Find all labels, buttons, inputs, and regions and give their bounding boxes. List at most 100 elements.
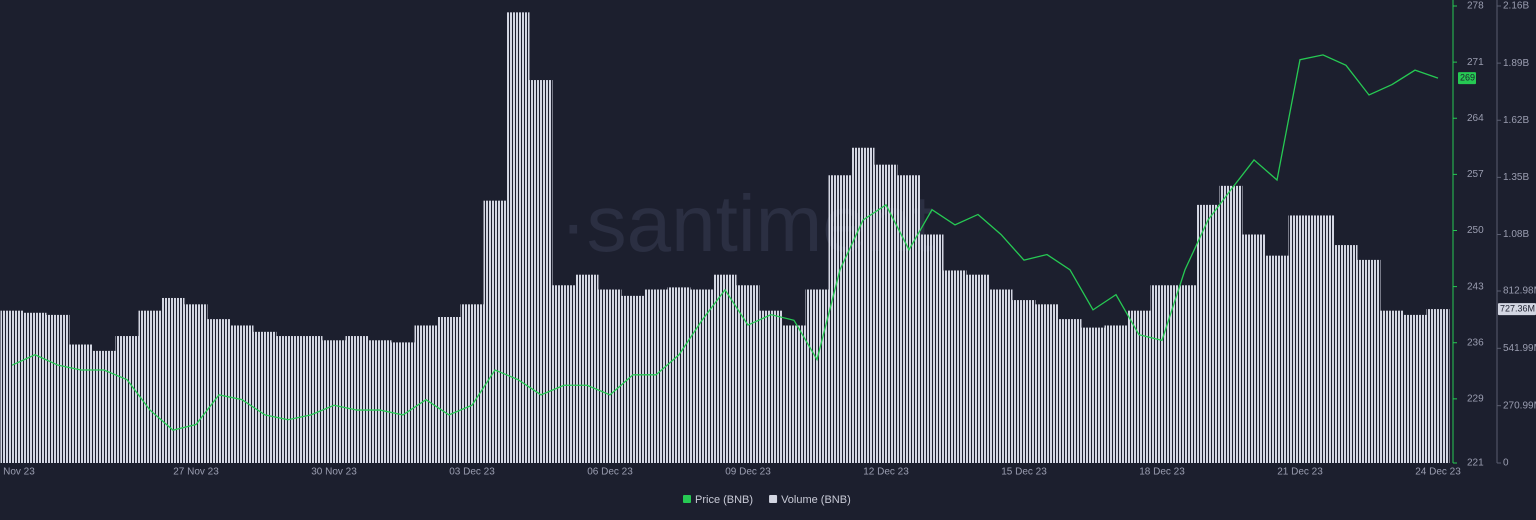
volume-bar bbox=[874, 164, 898, 464]
volume-bar bbox=[1288, 215, 1312, 463]
volume-bar bbox=[920, 234, 944, 463]
volume-bar bbox=[69, 344, 93, 463]
price-line bbox=[11, 54, 1439, 431]
x-tick-label: 21 Dec 23 bbox=[1277, 467, 1323, 478]
volume-bar bbox=[690, 289, 714, 463]
volume-bar bbox=[966, 274, 990, 463]
volume-bar bbox=[0, 310, 24, 463]
volume-bar bbox=[391, 342, 415, 463]
volume-bar bbox=[1219, 185, 1243, 464]
volume-bar bbox=[506, 12, 530, 463]
x-tick-label: 27 Nov 23 bbox=[173, 467, 219, 478]
volume-bar bbox=[138, 310, 162, 463]
volume-bar bbox=[575, 274, 599, 463]
x-tick-label: 06 Dec 23 bbox=[587, 467, 633, 478]
legend-label[interactable]: Volume (BNB) bbox=[781, 494, 851, 506]
volume-bar bbox=[1173, 285, 1197, 463]
volume-bar bbox=[1035, 304, 1059, 463]
volume-bar bbox=[598, 289, 622, 463]
x-tick-label: 24 Dec 23 bbox=[1415, 467, 1461, 478]
volume-bar bbox=[1196, 204, 1220, 463]
volume-bar bbox=[1150, 285, 1174, 463]
volume-bar bbox=[552, 285, 576, 463]
volume-bar bbox=[713, 274, 737, 463]
volume-bar bbox=[667, 287, 691, 463]
x-tick-label: 09 Dec 23 bbox=[725, 467, 771, 478]
y-tick-label: 257 bbox=[1467, 169, 1484, 180]
y2-tick-label: 0 bbox=[1503, 458, 1509, 469]
legend-label[interactable]: Price (BNB) bbox=[695, 494, 753, 506]
volume-bar bbox=[1357, 259, 1381, 463]
y2-tick-label: 1.35B bbox=[1503, 172, 1529, 183]
y-tick-label: 243 bbox=[1467, 281, 1484, 292]
volume-bar bbox=[1380, 310, 1404, 463]
volume-bar bbox=[1012, 300, 1036, 463]
volume-bar bbox=[46, 314, 70, 463]
y2-tick-label: 270.99M bbox=[1503, 400, 1536, 411]
volume-bar bbox=[943, 270, 967, 463]
volume-bar bbox=[644, 289, 668, 463]
volume-bar bbox=[897, 175, 921, 463]
volume-bar bbox=[207, 319, 231, 463]
x-tick-label: 15 Dec 23 bbox=[1001, 467, 1047, 478]
x-tick-label: 30 Nov 23 bbox=[311, 467, 357, 478]
current-price-label: 269 bbox=[1460, 73, 1475, 83]
current-volume-badge bbox=[1498, 303, 1536, 316]
x-tick-label: 03 Dec 23 bbox=[449, 467, 495, 478]
y2-tick-label: 1.62B bbox=[1503, 115, 1529, 126]
volume-bar bbox=[828, 175, 852, 463]
volume-bar bbox=[1242, 234, 1266, 463]
volume-bar bbox=[161, 297, 185, 463]
y2-tick-label: 812.98M bbox=[1503, 286, 1536, 297]
volume-bar bbox=[276, 336, 300, 463]
y2-tick-label: 1.08B bbox=[1503, 229, 1529, 240]
volume-bar bbox=[1081, 327, 1105, 463]
y-tick-label: 278 bbox=[1467, 1, 1484, 12]
current-volume-label: 727.36M bbox=[1500, 303, 1535, 313]
volume-bar bbox=[1311, 215, 1335, 463]
volume-bar bbox=[1403, 314, 1427, 463]
y-tick-label: 250 bbox=[1467, 225, 1484, 236]
volume-bar bbox=[184, 304, 208, 463]
y-tick-label: 264 bbox=[1467, 113, 1484, 124]
y-tick-label: 236 bbox=[1467, 337, 1484, 348]
volume-bar bbox=[253, 331, 277, 463]
volume-bar bbox=[368, 340, 392, 463]
volume-bar bbox=[989, 289, 1013, 463]
volume-bar bbox=[1127, 310, 1151, 463]
volume-bar bbox=[414, 325, 438, 463]
volume-bar bbox=[230, 325, 254, 463]
volume-bar bbox=[782, 325, 806, 463]
volume-bar bbox=[92, 350, 116, 463]
y2-tick-label: 2.16B bbox=[1503, 1, 1529, 12]
volume-bar bbox=[1058, 319, 1082, 463]
volume-bar bbox=[115, 336, 139, 463]
x-tick-label: 23 Nov 23 bbox=[0, 467, 35, 478]
volume-bar bbox=[23, 312, 47, 463]
x-tick-label: 18 Dec 23 bbox=[1139, 467, 1185, 478]
volume-bar bbox=[1265, 255, 1289, 463]
volume-bar bbox=[345, 336, 369, 463]
volume-bar bbox=[483, 200, 507, 464]
volume-bar bbox=[736, 285, 760, 463]
y-tick-label: 221 bbox=[1467, 458, 1484, 469]
y-tick-label: 229 bbox=[1467, 394, 1484, 405]
x-tick-label: 12 Dec 23 bbox=[863, 467, 909, 478]
volume-bar bbox=[805, 289, 829, 463]
volume-bar bbox=[529, 80, 553, 463]
volume-bar bbox=[437, 317, 461, 463]
volume-bar bbox=[621, 295, 645, 463]
y2-tick-label: 1.89B bbox=[1503, 58, 1529, 69]
legend-swatch[interactable] bbox=[769, 495, 778, 503]
volume-bar bbox=[1104, 325, 1128, 463]
volume-bar bbox=[851, 147, 875, 463]
current-price-badge bbox=[1458, 72, 1476, 85]
volume-bar bbox=[322, 340, 346, 463]
volume-bar bbox=[1426, 309, 1450, 463]
legend-swatch[interactable] bbox=[683, 495, 691, 503]
volume-bar bbox=[759, 310, 783, 463]
y2-tick-label: 541.99M bbox=[1503, 343, 1536, 354]
volume-bar bbox=[299, 336, 323, 463]
y-tick-label: 271 bbox=[1467, 57, 1484, 68]
